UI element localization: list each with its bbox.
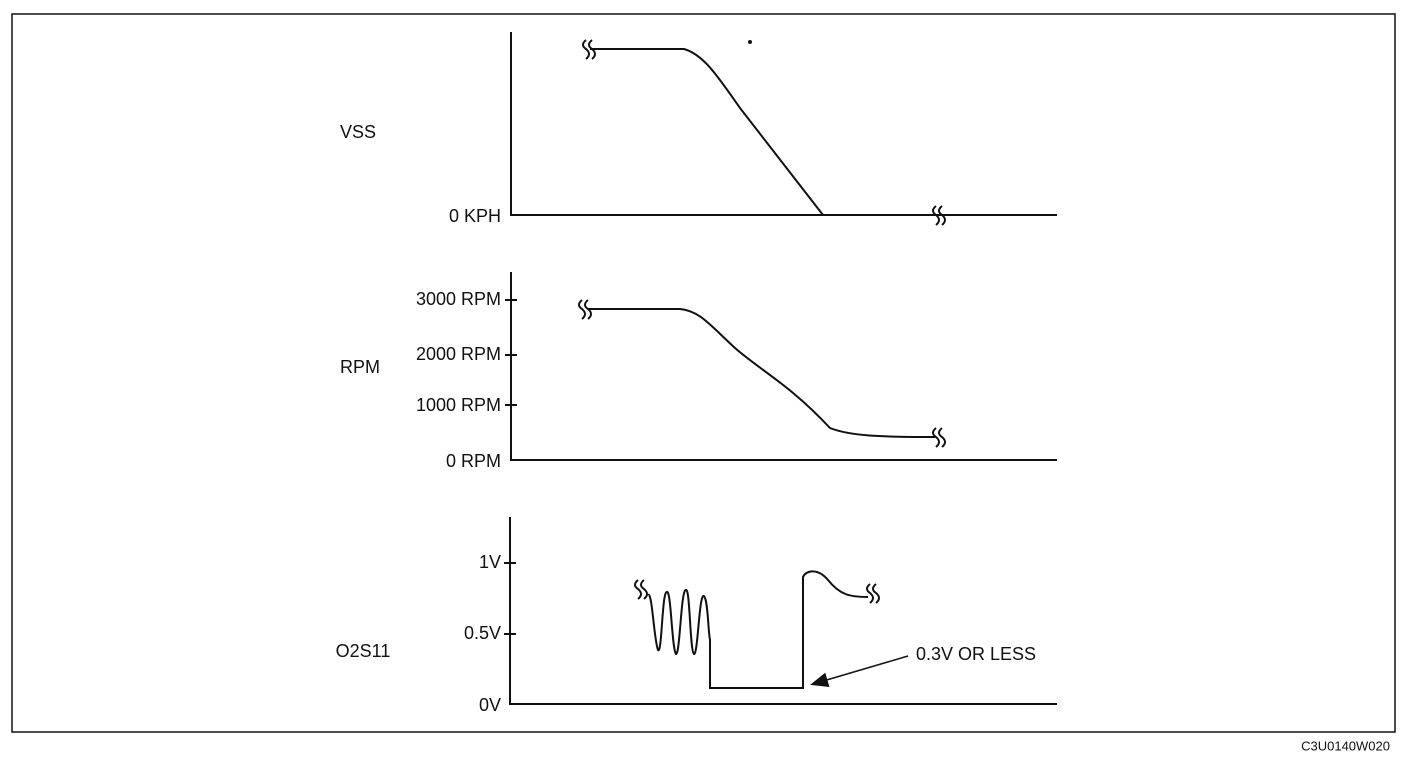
axis xyxy=(505,272,1057,461)
tick-label: 3000 RPM xyxy=(416,289,501,309)
panel-label: RPM xyxy=(340,357,380,377)
axis xyxy=(504,517,1057,705)
panel-label: VSS xyxy=(340,122,376,142)
axis xyxy=(510,32,1057,216)
break xyxy=(634,579,648,600)
tick-label: 1000 RPM xyxy=(416,395,501,415)
break xyxy=(866,583,880,604)
break xyxy=(932,427,946,448)
dot xyxy=(748,40,752,44)
tick-label: 1V xyxy=(479,552,501,572)
curve xyxy=(647,570,869,689)
tick-label: 0.5V xyxy=(464,623,501,643)
rpm-panel: RPM 3000 RPM 2000 RPM 1000 RPM 0 RPM xyxy=(340,272,1057,471)
arrow xyxy=(810,655,909,687)
tick-label: 0 KPH xyxy=(449,206,501,226)
frame xyxy=(11,13,1396,733)
curve xyxy=(588,308,936,438)
tick-label: 0V xyxy=(479,695,501,715)
break xyxy=(578,299,592,320)
break xyxy=(582,39,596,60)
tick-label: 2000 RPM xyxy=(416,344,501,364)
o2s-panel: O2S11 1V 0.5V 0V 0.3V OR LESS xyxy=(336,517,1057,715)
annotation: 0.3V OR LESS xyxy=(916,644,1036,664)
panel-label: O2S11 xyxy=(336,641,391,661)
tick-label: 0 RPM xyxy=(446,451,501,471)
figure-code: C3U0140W020 xyxy=(1301,738,1390,753)
vss-panel: VSS 0 KPH xyxy=(340,32,1057,226)
curve xyxy=(590,48,824,216)
break xyxy=(932,205,946,226)
